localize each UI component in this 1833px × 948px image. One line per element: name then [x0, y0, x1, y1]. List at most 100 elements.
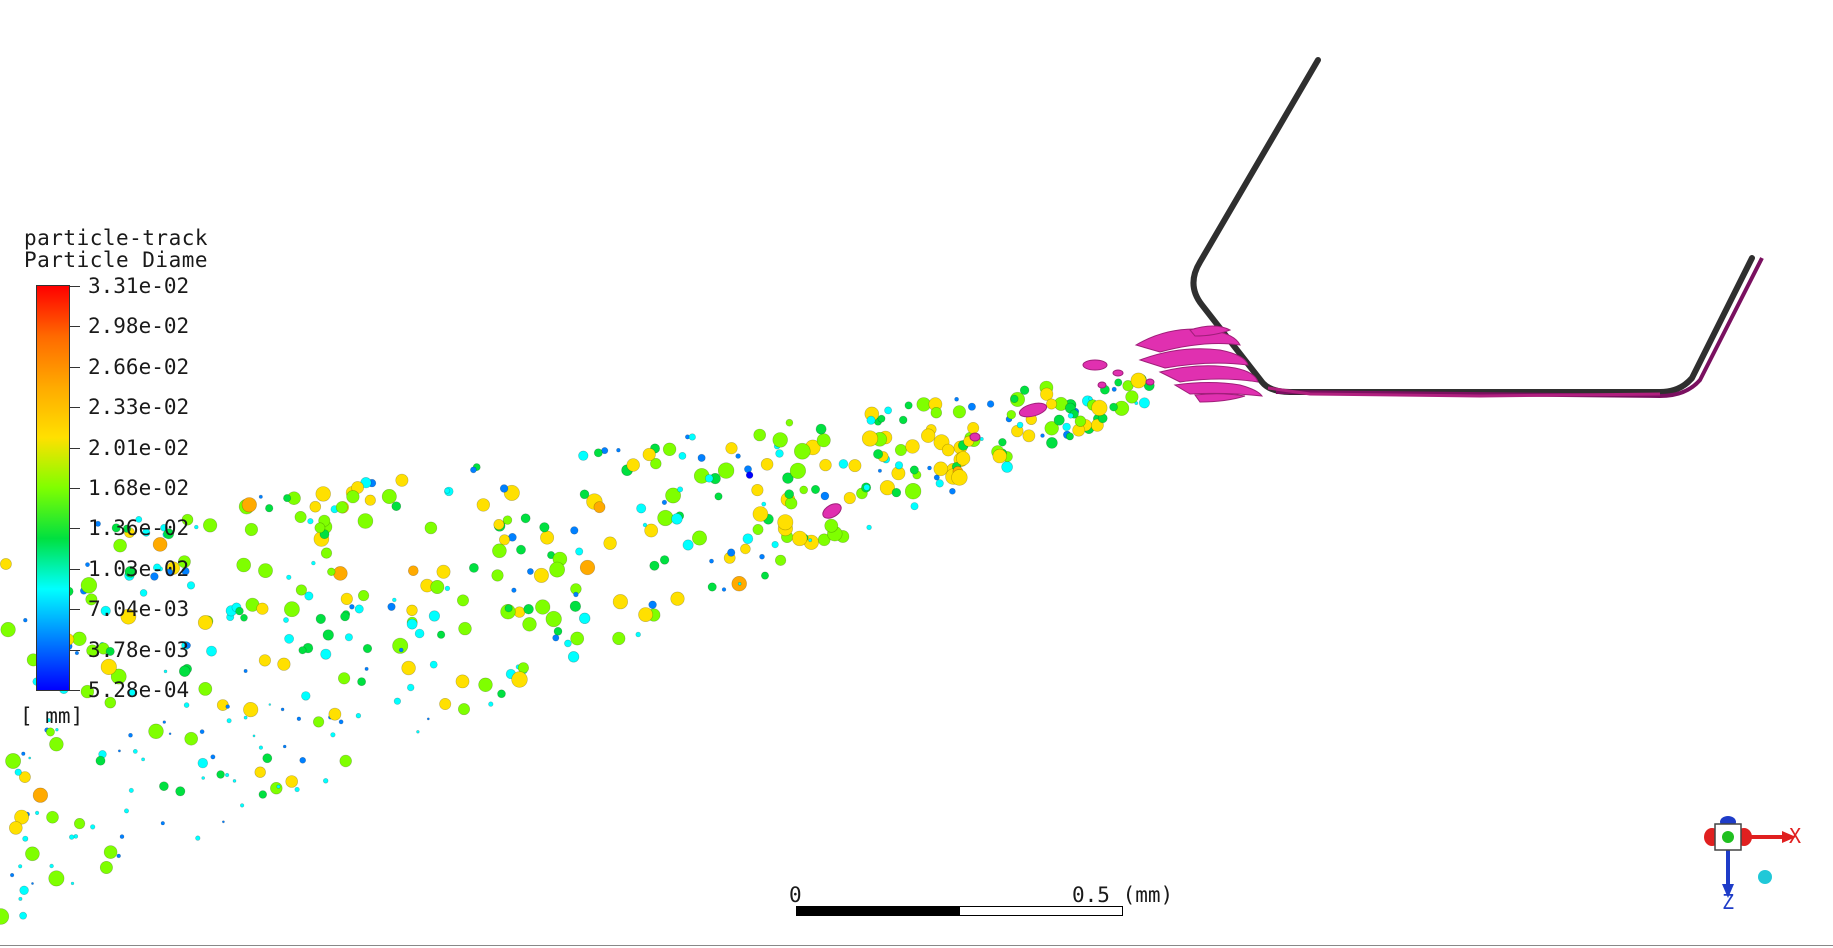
- particle: [236, 557, 251, 573]
- particle: [502, 515, 513, 525]
- particle: [105, 646, 115, 656]
- particle: [927, 465, 932, 471]
- particle: [933, 461, 949, 477]
- particle: [498, 534, 510, 546]
- particle: [935, 479, 944, 488]
- particle: [638, 607, 653, 622]
- particle: [398, 647, 404, 653]
- particle: [642, 447, 656, 462]
- particle: [436, 564, 451, 579]
- particle: [1046, 437, 1058, 449]
- particle: [258, 654, 272, 667]
- particle: [593, 448, 603, 458]
- particle: [1040, 387, 1054, 401]
- particle: [894, 443, 907, 456]
- particle: [799, 485, 809, 495]
- particle: [789, 462, 807, 479]
- particle: [197, 757, 209, 769]
- particle: [626, 458, 640, 472]
- particle: [19, 885, 29, 895]
- particle: [0, 621, 16, 638]
- particle: [533, 567, 549, 583]
- axis-triad[interactable]: X Z: [1700, 812, 1820, 922]
- particle: [951, 469, 968, 486]
- particle: [258, 790, 267, 799]
- particle: [9, 821, 23, 835]
- axis-z-label: Z: [1722, 890, 1735, 914]
- particle: [670, 591, 685, 606]
- particle: [240, 613, 248, 622]
- particle: [552, 634, 560, 642]
- particle: [955, 451, 971, 466]
- particle: [201, 776, 205, 780]
- particle: [492, 543, 507, 559]
- particle: [94, 520, 101, 527]
- particle: [160, 821, 165, 826]
- particle: [113, 538, 127, 553]
- particle: [1125, 390, 1139, 404]
- particle: [357, 513, 374, 529]
- particle: [23, 617, 28, 623]
- viewport-bottom-border: [0, 945, 1833, 946]
- particle: [163, 669, 168, 674]
- particle: [612, 594, 629, 610]
- legend-tick-mark: [70, 649, 80, 651]
- particle: [967, 421, 980, 434]
- particle: [99, 860, 113, 874]
- particle: [73, 834, 79, 839]
- particle: [967, 402, 976, 411]
- particle: [32, 787, 49, 803]
- particle: [327, 567, 336, 576]
- particle: [727, 548, 736, 557]
- particle: [392, 637, 409, 654]
- legend-tick-label: 1.03e-02: [88, 556, 190, 581]
- particle: [401, 660, 416, 676]
- particle: [184, 731, 198, 746]
- legend-tick-mark: [70, 326, 80, 328]
- legend-tick-label: 3.78e-03: [88, 637, 190, 662]
- particle: [286, 574, 292, 580]
- particle: [355, 712, 362, 719]
- particle: [414, 628, 425, 639]
- particle: [1062, 422, 1071, 432]
- particle: [338, 672, 351, 685]
- particle: [72, 631, 87, 646]
- particle: [206, 645, 217, 657]
- legend-tick-mark: [70, 528, 80, 530]
- particle: [277, 657, 291, 671]
- particle: [848, 459, 862, 473]
- particle: [387, 602, 396, 611]
- particle: [276, 784, 281, 789]
- legend-title: particle-track: [24, 226, 209, 250]
- particle: [243, 715, 248, 720]
- particle: [894, 461, 904, 470]
- particle: [760, 457, 774, 471]
- particle: [183, 702, 190, 708]
- particle: [280, 707, 285, 712]
- particle: [1134, 401, 1139, 406]
- particle: [10, 872, 15, 878]
- particle: [511, 587, 517, 593]
- particle: [1138, 397, 1150, 409]
- particle: [540, 530, 555, 545]
- particle: [735, 453, 741, 459]
- particle: [165, 568, 174, 576]
- particle: [838, 459, 849, 469]
- particle: [428, 610, 441, 622]
- particle: [177, 555, 191, 569]
- particle: [168, 732, 172, 736]
- particle: [153, 563, 162, 572]
- particle: [952, 405, 967, 419]
- particle: [116, 853, 121, 859]
- particle: [642, 522, 648, 528]
- particle: [46, 718, 51, 723]
- legend-tick-label: 2.33e-02: [88, 395, 190, 420]
- particle: [85, 562, 90, 567]
- particle: [210, 754, 216, 760]
- particle: [819, 458, 832, 472]
- particle: [523, 603, 534, 615]
- legend-tick-mark: [70, 447, 80, 449]
- particle: [111, 523, 121, 533]
- particle: [816, 433, 831, 448]
